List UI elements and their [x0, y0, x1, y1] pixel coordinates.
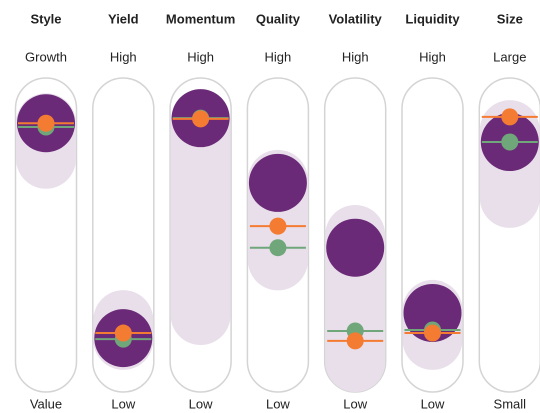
exposure-circle	[326, 218, 385, 277]
range-band	[170, 91, 231, 346]
exposure-circle	[403, 283, 462, 342]
bottom-label: Low	[421, 396, 445, 411]
marker-dot	[501, 108, 519, 126]
bottom-label: Small	[494, 396, 527, 411]
marker-dot	[192, 110, 210, 128]
exposure-circle	[248, 153, 307, 212]
factor-title: Style	[30, 11, 61, 26]
top-label: Large	[493, 49, 526, 64]
top-label: Growth	[25, 49, 67, 64]
marker-dot	[346, 332, 364, 350]
marker-dot	[269, 239, 287, 257]
top-label: High	[342, 49, 369, 64]
marker-dot	[501, 133, 519, 151]
top-label: High	[187, 49, 214, 64]
bottom-label: Low	[189, 396, 213, 411]
marker-dot	[269, 217, 287, 235]
top-label: High	[419, 49, 446, 64]
bottom-label: Low	[343, 396, 367, 411]
factor-title: Volatility	[329, 11, 383, 26]
marker-dot	[114, 324, 132, 342]
top-label: High	[265, 49, 292, 64]
factor-title: Liquidity	[405, 11, 460, 26]
bottom-label: Value	[30, 396, 62, 411]
bottom-label: Low	[266, 396, 290, 411]
marker-dot	[424, 324, 441, 342]
factor-title: Quality	[256, 11, 301, 26]
factor-title: Momentum	[166, 11, 235, 26]
top-label: High	[110, 49, 137, 64]
factor-title: Size	[497, 11, 523, 26]
bottom-label: Low	[111, 396, 135, 411]
factor-title: Yield	[108, 11, 139, 26]
marker-dot	[37, 114, 55, 132]
